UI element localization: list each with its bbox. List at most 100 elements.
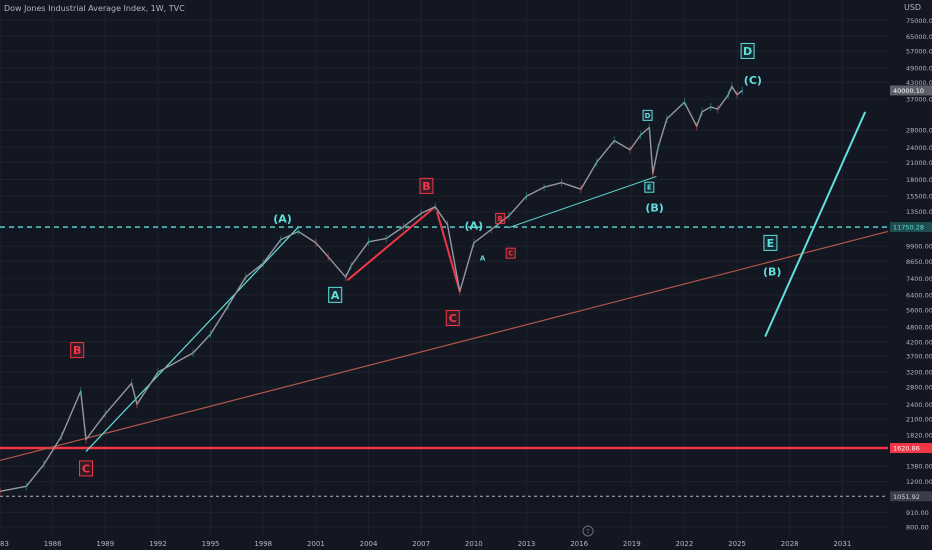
x-tick-label: 2013 <box>518 540 536 548</box>
wave-label-text: D <box>743 45 752 58</box>
trend-lines <box>0 111 889 497</box>
level-mid-tag-bg <box>890 443 932 454</box>
x-tick-label: 2022 <box>676 540 694 548</box>
x-tick-label: 2019 <box>623 540 641 548</box>
wave-label: E <box>763 234 778 251</box>
wave-label-text: B <box>422 180 430 193</box>
wave-label-text: (A) <box>465 220 484 233</box>
wave-label: B <box>70 342 85 359</box>
wave-label-text: E <box>647 184 652 192</box>
y-axis: 75000.00 65000.00 57000.00 49000.00 43000.00… <box>906 17 932 531</box>
currency-label: USD <box>904 3 921 12</box>
x-tick-label: 2031 <box>833 540 851 548</box>
brown-trend-line <box>0 230 889 462</box>
wave-labels: B C (A) A B C (A) A B C D E (B) D (C) E (B) <box>70 42 781 477</box>
y-tick-label: 7400.00 <box>906 275 932 283</box>
y-tick-label: 37000.00 <box>906 96 932 104</box>
wave-label-text: (B) <box>645 202 663 215</box>
wave-label-box <box>328 286 343 303</box>
y-tick-label: 24000.00 <box>906 144 932 152</box>
wave-label: E <box>644 181 655 193</box>
wave-label-text: (C) <box>744 74 762 87</box>
price-line <box>0 85 743 492</box>
x-tick-label: 2028 <box>781 540 799 548</box>
level-low-tag-bg <box>890 491 932 502</box>
y-tick-label: 49000.00 <box>906 64 932 72</box>
level-top-tag-bg <box>890 222 932 233</box>
x-tick-label: 1998 <box>254 540 272 548</box>
y-tick-label: 1200.00 <box>906 478 932 486</box>
x-tick-label: 2007 <box>412 540 430 548</box>
wave-label-box <box>495 212 506 224</box>
x-tick-label: 2016 <box>570 540 588 548</box>
y-tick-label: 4200.00 <box>906 338 932 346</box>
wave-label-box <box>642 109 653 121</box>
y-tick-label: 800.00 <box>906 523 929 531</box>
wave-label: D <box>642 109 653 121</box>
y-tick-label: 4800.00 <box>906 323 932 331</box>
wave-label-text: (B) <box>763 265 781 278</box>
y-tick-label: 57000.00 <box>906 47 932 55</box>
y-tick-label: 15500.00 <box>906 193 932 201</box>
y-tick-label: 18000.00 <box>906 176 932 184</box>
wave-label-text: C <box>82 462 90 475</box>
wave-label: C <box>445 310 460 327</box>
x-tick-label: 1983 <box>0 540 9 548</box>
wave-label-box <box>644 181 655 193</box>
wave-label-box <box>70 342 85 359</box>
y-tick-label: 75000.00 <box>906 17 932 25</box>
wave-label: C <box>505 247 516 259</box>
level-mid-tag: 1620.86 <box>893 445 920 453</box>
wave-label: (C) <box>744 74 762 87</box>
y-tick-label: 43000.00 <box>906 79 932 87</box>
price-tags: 40000.10 11750.28 1620.86 1051.92 <box>890 85 932 502</box>
grid-lines <box>0 0 888 534</box>
wave-label-text: B <box>497 215 502 223</box>
wave-label-text: D <box>645 112 651 120</box>
wave-label: (A) <box>465 220 484 233</box>
wave-label: (A) <box>273 212 292 225</box>
wave-label-text: B <box>73 344 81 357</box>
wave-label: C <box>78 460 93 477</box>
y-tick-label: 65000.00 <box>906 33 932 41</box>
wave-label: D <box>740 42 755 59</box>
chart-title: Dow Jones Industrial Average Index, 1W, … <box>4 4 185 13</box>
y-tick-label: 21000.00 <box>906 159 932 167</box>
wave-label-text: C <box>508 250 513 258</box>
y-tick-label: 3700.00 <box>906 352 932 360</box>
x-axis: 1983 1986 1989 1992 1995 1998 2001 2004 2007 2010… <box>0 540 851 548</box>
level-low-tag: 1051.92 <box>893 493 920 501</box>
x-tick-label: 2025 <box>728 540 746 548</box>
wave-label-text: A <box>331 289 340 302</box>
wave-label-box <box>505 247 516 259</box>
wave-label: A <box>328 286 343 303</box>
wave-label-text: A <box>480 255 486 263</box>
wave-label-box <box>740 42 755 59</box>
y-tick-label: 13500.00 <box>906 208 932 216</box>
y-tick-label: 5600.00 <box>906 306 932 314</box>
wave-label: (B) <box>763 265 781 278</box>
wave-label-box <box>78 460 93 477</box>
red-wave-segment <box>346 205 436 281</box>
cyan-trend-line-small <box>508 175 657 229</box>
level-top-tag: 11750.28 <box>893 224 924 232</box>
wave-label-text: (A) <box>273 212 292 225</box>
y-tick-label: 8650.00 <box>906 258 932 266</box>
y-tick-label: 28000.00 <box>906 127 932 135</box>
y-tick-label: 9900.00 <box>906 243 932 251</box>
price-series <box>0 82 743 496</box>
y-tick-label: 3200.00 <box>906 369 932 377</box>
wave-label: (B) <box>645 202 663 215</box>
wave-label-text: C <box>449 312 457 325</box>
current-price-tag-bg <box>890 85 932 96</box>
tradingview-logo-icon: T <box>582 525 594 537</box>
y-tick-label: 2400.00 <box>906 401 932 409</box>
x-tick-label: 1992 <box>149 540 167 548</box>
x-tick-label: 1989 <box>96 540 114 548</box>
wave-label-box <box>445 310 460 327</box>
y-tick-label: 6400.00 <box>906 291 932 299</box>
y-tick-label: 1380.00 <box>906 462 932 470</box>
wave-label-box <box>763 234 778 251</box>
